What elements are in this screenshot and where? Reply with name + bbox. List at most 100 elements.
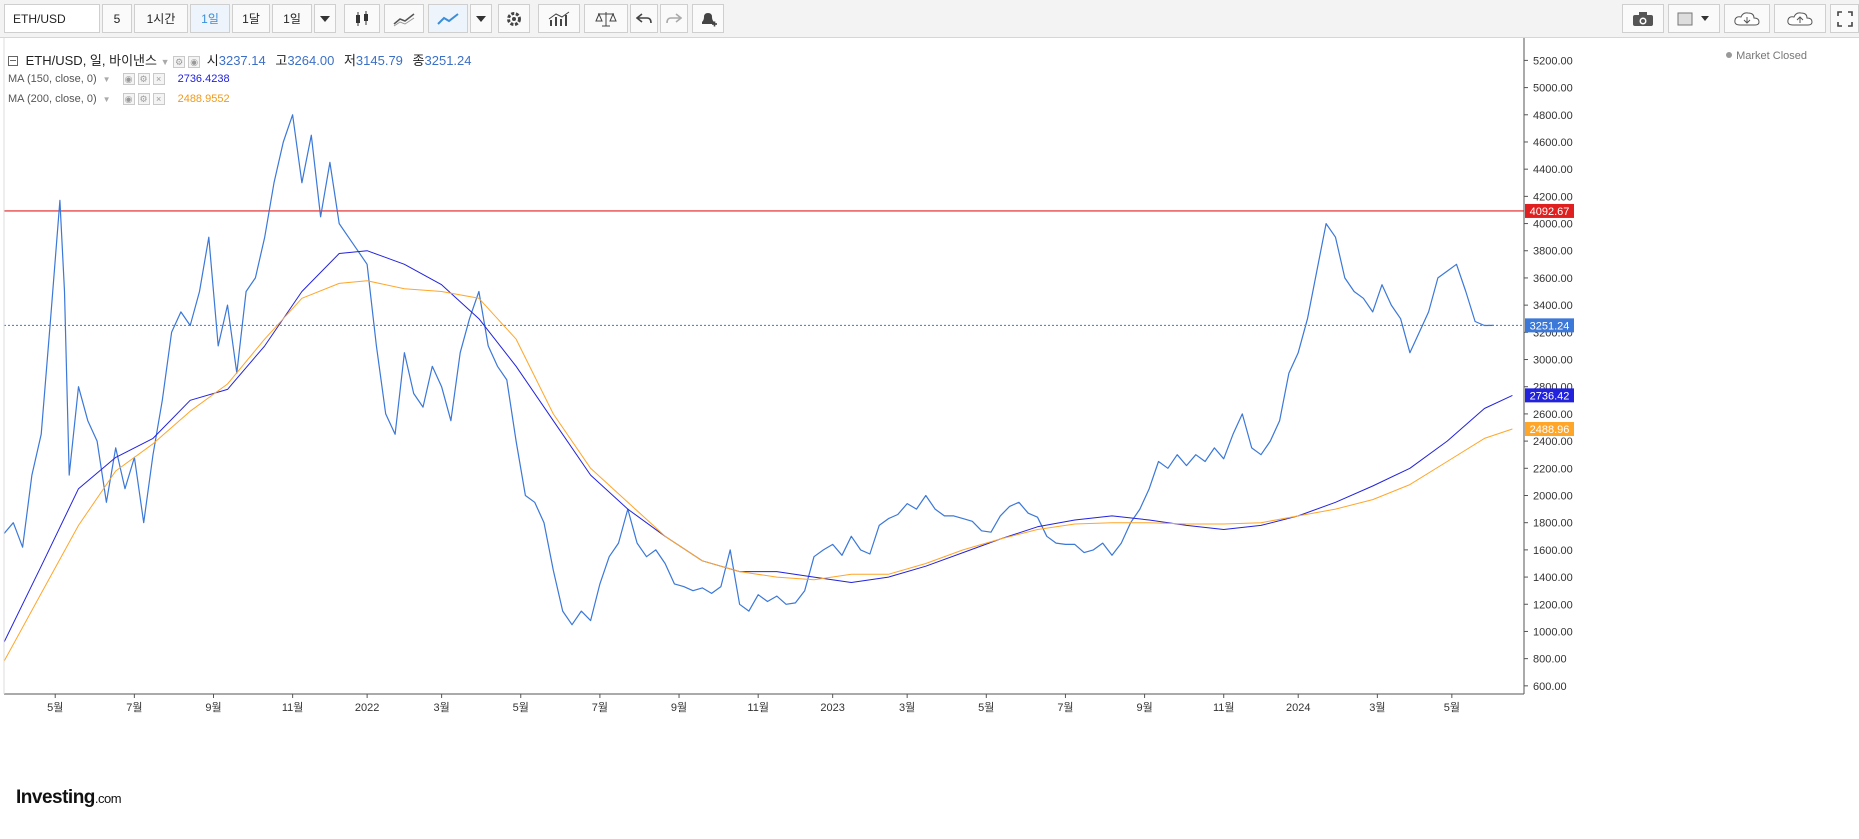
load-cloud-button[interactable]	[1724, 4, 1770, 33]
interval-dropdown-button[interactable]	[314, 4, 336, 33]
x-tick-label: 7월	[126, 701, 142, 714]
interval-1h-button[interactable]: 1시간	[134, 4, 188, 33]
ma200-legend-row: MA (200, close, 0) ▼ ◉ ⚙ × 2488.9552	[8, 93, 230, 105]
chart-toolbar: ETH/USD 5 1시간 1일 1달 1일	[0, 0, 1859, 38]
undo-button[interactable]	[630, 4, 658, 33]
y-tick-label: 3400.00	[1533, 300, 1573, 312]
cloud-upload-icon	[1787, 11, 1813, 25]
legend-period: 일	[89, 53, 102, 68]
y-tick-label: 2000.00	[1533, 490, 1573, 502]
resistance-price-tag-label: 4092.67	[1530, 206, 1570, 218]
last-price-tag-box	[1525, 318, 1574, 333]
alert-button[interactable]	[692, 4, 724, 33]
last-price-tag-label: 3251.24	[1530, 320, 1570, 332]
ma150-label: MA (150, close, 0)	[8, 73, 97, 85]
x-tick-label: 2023	[820, 702, 844, 714]
price-chart[interactable]: 5200.00 5000.00 4800.00 4600.00 4400.00 4200.…	[0, 38, 1859, 839]
ma200-line	[3, 280, 1513, 662]
low-value: 3145.79	[355, 53, 403, 68]
chart-type-dropdown-button[interactable]	[470, 4, 492, 33]
market-status: Market Closed	[1726, 50, 1807, 62]
area-chart-icon	[393, 12, 415, 26]
y-tick-label: 4200.00	[1533, 191, 1573, 203]
x-tick-label: 2022	[355, 702, 379, 714]
fullscreen-button[interactable]	[1830, 4, 1859, 33]
screenshot-button[interactable]	[1622, 4, 1664, 33]
open-value: 3237.14	[218, 53, 266, 68]
ma150-visibility-icon[interactable]: ◉	[122, 73, 135, 85]
settings-button[interactable]	[498, 4, 530, 33]
ma200-dropdown-icon[interactable]: ▼	[102, 94, 111, 104]
chevron-down-icon	[320, 15, 330, 22]
x-tick-label: 9월	[1136, 701, 1152, 714]
candlestick-button[interactable]	[344, 4, 380, 33]
legend-symbol: ETH/USD	[25, 53, 83, 68]
scale-icon	[595, 11, 617, 26]
y-tick-label: 5000.00	[1533, 83, 1573, 95]
indicators-button[interactable]	[538, 4, 580, 33]
ma150-legend-row: MA (150, close, 0) ▼ ◉ ⚙ × 2736.4238	[8, 73, 230, 85]
y-tick-label: 5200.00	[1533, 55, 1573, 67]
series-layer	[3, 114, 1524, 662]
investing-logo: Investing.com	[16, 787, 122, 809]
legend-settings-icon[interactable]: ⚙	[173, 56, 186, 68]
ma200-label: MA (200, close, 0)	[8, 93, 97, 105]
gear-icon	[507, 11, 521, 26]
y-tick-label: 3000.00	[1533, 355, 1573, 367]
ma150-close-icon[interactable]: ×	[152, 73, 165, 85]
y-tick-label: 600.00	[1533, 681, 1567, 693]
y-tick-label: 3800.00	[1533, 246, 1573, 258]
close-label: 종	[412, 53, 425, 68]
ma200-settings-icon[interactable]: ⚙	[137, 93, 150, 105]
ma200-close-icon[interactable]: ×	[152, 93, 165, 105]
bell-plus-icon	[702, 12, 717, 26]
time-axis: 5월 7월 9월 11월 2022 3월 5월 7월 9월 11월 2023 3월 5월 7월 9월 11월 2…	[47, 694, 1460, 714]
y-tick-label: 3600.00	[1533, 273, 1573, 285]
x-tick-label: 2024	[1286, 702, 1310, 714]
cloud-download-icon	[1734, 11, 1760, 25]
legend-exchange: 바이낸스	[109, 53, 157, 68]
price-tags: 4092.67 3251.24 2736.42 2488.96	[1525, 203, 1574, 437]
line-chart-button[interactable]	[428, 4, 468, 33]
x-tick-label: 3월	[1369, 701, 1385, 714]
x-tick-label: 11월	[747, 701, 769, 714]
interval-1m-button[interactable]: 1달	[232, 4, 270, 33]
low-label: 저	[343, 53, 356, 68]
ma200-visibility-icon[interactable]: ◉	[122, 93, 135, 105]
ma200-price-tag-label: 2488.96	[1530, 424, 1570, 436]
legend-dropdown-icon[interactable]: ▼	[160, 57, 170, 67]
x-tick-label: 7월	[592, 701, 608, 714]
ma200-price-tag-box	[1525, 422, 1574, 437]
y-tick-label: 800.00	[1533, 654, 1567, 666]
line-chart-icon	[437, 12, 459, 25]
symbol-input[interactable]: ETH/USD	[4, 4, 100, 33]
ma200-value: 2488.9552	[177, 93, 230, 105]
interval-extra-button[interactable]: 1일	[272, 4, 312, 33]
area-chart-button[interactable]	[384, 4, 424, 33]
x-tick-label: 5월	[47, 701, 63, 714]
y-tick-label: 1800.00	[1533, 518, 1573, 530]
high-label: 고	[275, 53, 288, 68]
ma150-dropdown-icon[interactable]: ▼	[102, 74, 111, 84]
y-tick-label: 4600.00	[1533, 137, 1573, 149]
ma150-settings-icon[interactable]: ⚙	[137, 73, 150, 85]
candlestick-icon	[356, 10, 368, 26]
legend-visibility-icon[interactable]: ◉	[188, 56, 201, 68]
price-line	[3, 114, 1494, 626]
compare-button[interactable]	[584, 4, 628, 33]
collapse-legend-icon[interactable]	[8, 56, 18, 66]
redo-button[interactable]	[660, 4, 688, 33]
open-label: 시	[206, 53, 219, 68]
status-dot-icon	[1726, 52, 1733, 58]
interval-5-button[interactable]: 5	[102, 4, 132, 33]
template-button[interactable]	[1668, 4, 1720, 33]
price-axis: 5200.00 5000.00 4800.00 4600.00 4400.00 4200.…	[3, 38, 1573, 695]
x-tick-label: 11월	[1213, 701, 1235, 714]
y-tick-label: 1400.00	[1533, 572, 1573, 584]
y-tick-label: 1200.00	[1533, 599, 1573, 611]
save-cloud-button[interactable]	[1774, 4, 1826, 33]
x-tick-label: 9월	[205, 701, 221, 714]
redo-icon	[666, 12, 682, 23]
interval-1d-button[interactable]: 1일	[190, 4, 230, 33]
x-tick-label: 7월	[1057, 701, 1073, 714]
